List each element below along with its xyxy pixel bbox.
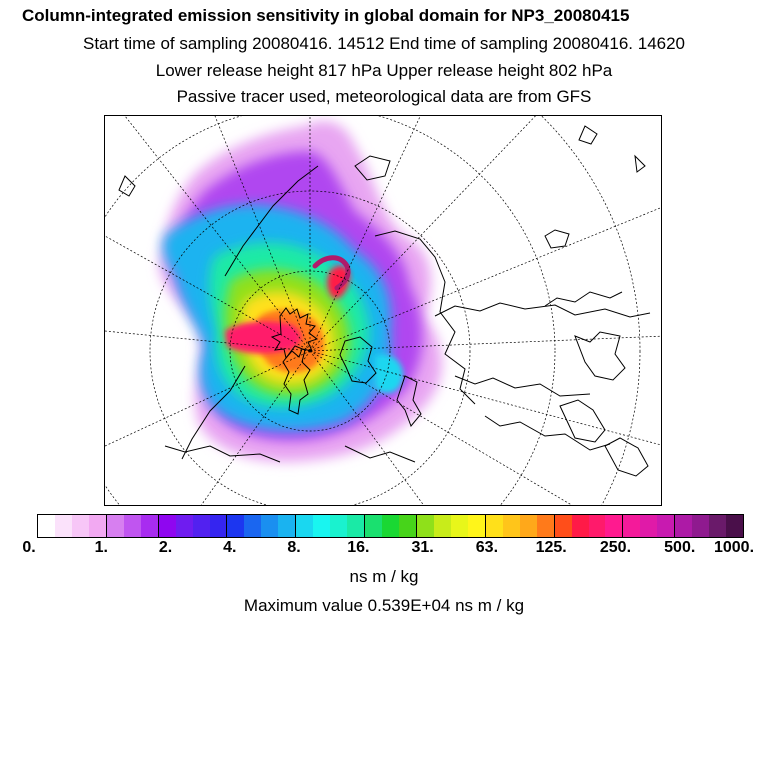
colorbar-swatch xyxy=(588,515,606,537)
colorbar-swatch xyxy=(106,515,124,537)
colorbar-tick-label: 8. xyxy=(287,539,301,556)
colorbar-swatch xyxy=(88,515,107,537)
colorbar-swatch xyxy=(38,515,55,537)
colorbar-swatch xyxy=(365,515,383,537)
colorbar-tick-label: 31. xyxy=(411,539,434,556)
colorbar-swatch xyxy=(347,515,366,537)
colorbar-swatch xyxy=(175,515,193,537)
plot-title: Column-integrated emission sensitivity i… xyxy=(22,6,630,25)
colorbar-units-label: ns m / kg xyxy=(349,567,419,586)
colorbar-swatch xyxy=(640,515,658,537)
colorbar-swatch xyxy=(313,515,331,537)
colorbar-tick-label: 0. xyxy=(22,539,36,556)
colorbar-swatch xyxy=(502,515,520,537)
tracer-info-line: Passive tracer used, meteorological data… xyxy=(176,87,592,106)
colorbar-swatch xyxy=(278,515,297,537)
colorbar-swatch xyxy=(296,515,314,537)
colorbar-swatch xyxy=(485,515,503,537)
colorbar-tick-label: 250. xyxy=(599,539,632,556)
colorbar-swatch xyxy=(726,515,744,537)
colorbar-swatch xyxy=(709,515,727,537)
colorbar-swatch xyxy=(261,515,279,537)
map-canvas xyxy=(105,116,661,505)
colorbar-tick-label: 1000. xyxy=(713,539,755,556)
colorbar-swatch xyxy=(227,515,245,537)
colorbar-swatch xyxy=(554,515,572,537)
colorbar-tick-label: 4. xyxy=(223,539,237,556)
colorbar-swatch xyxy=(244,515,262,537)
colorbar-swatch xyxy=(623,515,641,537)
colorbar-swatch xyxy=(433,515,451,537)
sensitivity-plume xyxy=(159,121,442,462)
colorbar-swatch xyxy=(571,515,589,537)
colorbar-tick-label: 125. xyxy=(535,539,567,556)
colorbar-swatch xyxy=(140,515,159,537)
colorbar-swatch xyxy=(399,515,417,537)
colorbar-swatch xyxy=(158,515,176,537)
coastlines xyxy=(118,125,651,477)
colorbar-swatch xyxy=(692,515,710,537)
colorbar-swatch xyxy=(416,515,434,537)
colorbar-swatch xyxy=(536,515,555,537)
colorbar-swatch xyxy=(330,515,348,537)
colorbar-swatch xyxy=(123,515,141,537)
colorbar-tick-labels: 0. 1. 2. 4. 8. 16. 31. 63. 125. 250. 500. 1000. xyxy=(0,539,768,559)
colorbar-swatch xyxy=(519,515,537,537)
colorbar-swatch xyxy=(71,515,89,537)
colorbar-swatch xyxy=(467,515,486,537)
colorbar-tick-label: 2. xyxy=(158,539,173,556)
colorbar-swatch xyxy=(657,515,676,537)
polar-sensitivity-map xyxy=(104,115,662,506)
colorbar-swatch xyxy=(605,515,624,537)
colorbar-tick-label: 63. xyxy=(475,539,499,556)
maximum-value-label: Maximum value 0.539E+04 ns m / kg xyxy=(243,596,525,615)
colorbar-swatch xyxy=(192,515,210,537)
graticule xyxy=(105,116,661,505)
colorbar-swatch xyxy=(675,515,693,537)
colorbar-tick-label: 500. xyxy=(664,539,696,556)
colorbar-tick-label: 16. xyxy=(347,539,370,556)
sampling-time-line: Start time of sampling 20080416. 14512 E… xyxy=(82,34,686,53)
colorbar-swatch xyxy=(209,515,228,537)
colorbar-swatch xyxy=(382,515,400,537)
colorbar-swatch xyxy=(54,515,72,537)
colorbar-tick-label: 1. xyxy=(94,539,108,556)
colorbar xyxy=(37,514,744,538)
colorbar-swatch xyxy=(450,515,468,537)
release-height-line: Lower release height 817 hPa Upper relea… xyxy=(155,61,613,80)
